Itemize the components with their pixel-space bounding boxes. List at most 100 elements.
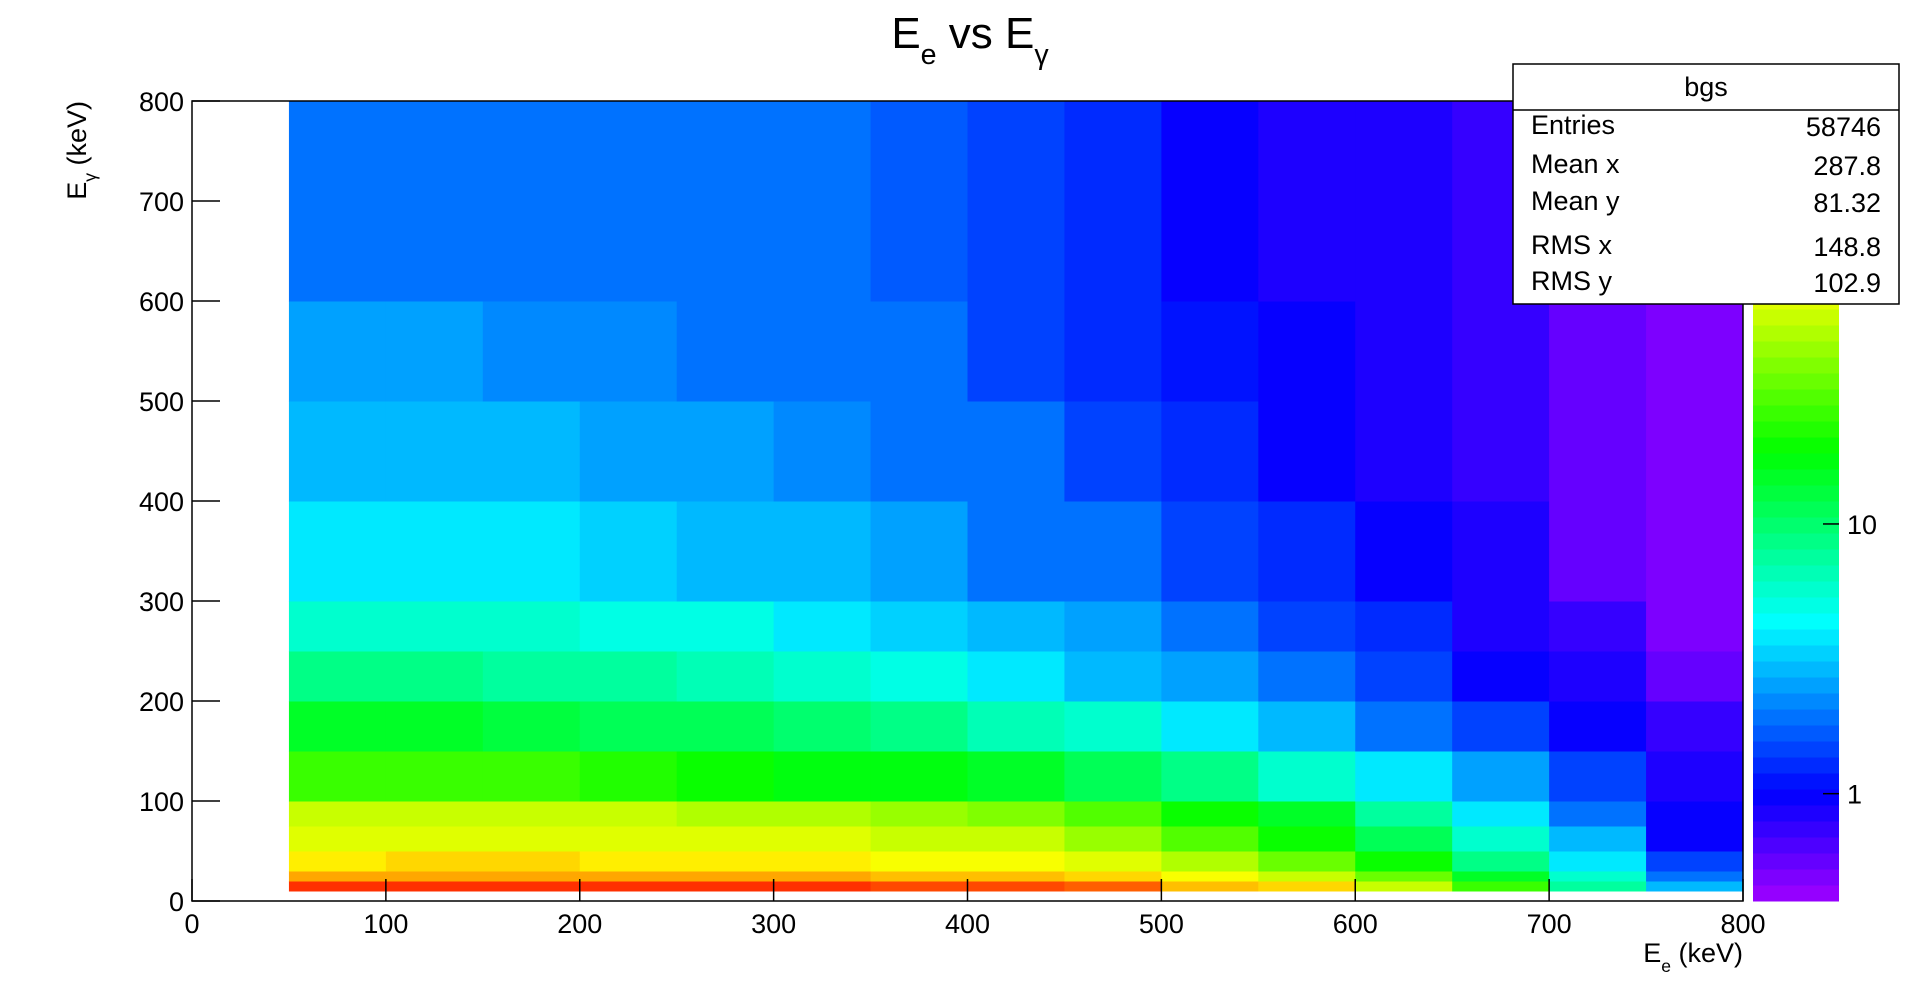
x-tick-label: 200: [557, 909, 602, 939]
chart-title-part: e: [921, 39, 937, 71]
palette-level: [1753, 389, 1839, 406]
heat-cell: [1549, 651, 1647, 702]
heat-cell: [579, 881, 678, 892]
palette-level: [1753, 405, 1839, 422]
palette-level: [1753, 677, 1839, 694]
heat-cell: [1549, 701, 1647, 752]
palette-level: [1753, 469, 1839, 486]
heat-cell: [1064, 801, 1162, 827]
heat-cell: [1161, 851, 1259, 872]
heat-cell: [967, 401, 1065, 502]
palette-level: [1753, 709, 1839, 726]
heat-cell: [1064, 401, 1162, 502]
heat-cell: [579, 101, 678, 302]
heat-cell: [1355, 751, 1453, 802]
heat-cell: [1258, 651, 1356, 702]
heat-cell: [1355, 301, 1453, 402]
y-tick-label: 800: [139, 87, 184, 117]
heat-cell: [1064, 101, 1162, 302]
x-tick-label: 500: [1139, 909, 1184, 939]
heat-cell: [967, 751, 1065, 802]
palette-level: [1753, 341, 1839, 358]
y-tick-label: 600: [139, 287, 184, 317]
chart-title-part: vs E: [937, 9, 1035, 58]
palette-level: [1753, 485, 1839, 502]
heat-cell: [967, 851, 1065, 872]
heat-cell: [482, 301, 581, 402]
heat-cell: [1549, 751, 1647, 802]
palette-level: [1753, 789, 1839, 806]
heat-cell: [482, 751, 581, 802]
x-tick-label: 0: [184, 909, 199, 939]
heat-cell: [676, 601, 775, 652]
heat-cell: [870, 801, 968, 827]
heat-cell: [676, 701, 775, 752]
heat-cell: [288, 651, 387, 702]
heat-cell: [1549, 826, 1647, 852]
heat-cell: [1258, 301, 1356, 402]
heat-cell: [1646, 401, 1744, 502]
palette-level: [1753, 661, 1839, 678]
heat-cell: [1452, 881, 1550, 892]
heat-cell: [773, 651, 872, 702]
palette-level: [1753, 421, 1839, 438]
heat-cell: [1646, 826, 1744, 852]
heat-cell: [385, 501, 484, 602]
stats-value: 148.8: [1813, 232, 1881, 262]
heat-cell: [1355, 601, 1453, 652]
heat-cell: [482, 701, 581, 752]
palette-level: [1753, 549, 1839, 566]
y-axis-label: Eγ (keV): [62, 101, 100, 200]
stats-box: [1512, 63, 1900, 305]
heat-cell: [967, 601, 1065, 652]
palette-level: [1753, 693, 1839, 710]
heat-cell: [773, 501, 872, 602]
heat-cell: [288, 751, 387, 802]
heat-cell: [482, 601, 581, 652]
heat-cell: [967, 651, 1065, 702]
chart-title-part: E: [891, 9, 920, 58]
heat-cell: [1355, 501, 1453, 602]
heat-cell: [1161, 801, 1259, 827]
heat-cell: [1452, 801, 1550, 827]
heat-cell: [1646, 751, 1744, 802]
heat-cell: [579, 401, 678, 502]
heat-cell: [1161, 871, 1259, 882]
heat-cell: [967, 301, 1065, 402]
palette-level: [1753, 533, 1839, 550]
heat-cell: [288, 601, 387, 652]
heat-cell: [676, 826, 775, 852]
heat-cell: [1064, 701, 1162, 752]
stats-label: Mean x: [1531, 149, 1620, 179]
heat-cell: [579, 501, 678, 602]
heat-cell: [1646, 501, 1744, 602]
heat-cell: [482, 826, 581, 852]
y-tick-label: 200: [139, 687, 184, 717]
stats-label: Entries: [1531, 110, 1615, 140]
x-tick-label: 100: [363, 909, 408, 939]
palette-level: [1753, 773, 1839, 790]
stats-label: RMS x: [1531, 230, 1613, 260]
heat-cell: [1161, 301, 1259, 402]
heat-cell: [1258, 401, 1356, 502]
y-tick-label: 0: [169, 887, 184, 917]
heat-cell: [1452, 651, 1550, 702]
heat-cell: [1452, 401, 1550, 502]
heat-cell: [1064, 826, 1162, 852]
palette-level: [1753, 373, 1839, 390]
heat-cell: [773, 826, 872, 852]
x-axis-label: Ee (keV): [1643, 938, 1743, 976]
heat-cell: [579, 851, 678, 872]
heat-cell: [1064, 871, 1162, 882]
heat-cell: [385, 751, 484, 802]
palette-level: [1753, 453, 1839, 470]
heat-cell: [1549, 871, 1647, 882]
heat-cell: [288, 401, 387, 502]
heat-cell: [773, 871, 872, 882]
heat-cell: [482, 881, 581, 892]
heat-cell: [579, 651, 678, 702]
palette-level: [1753, 565, 1839, 582]
heat-cell: [870, 501, 968, 602]
heat-cell: [288, 301, 387, 402]
heat-cell: [1646, 851, 1744, 872]
